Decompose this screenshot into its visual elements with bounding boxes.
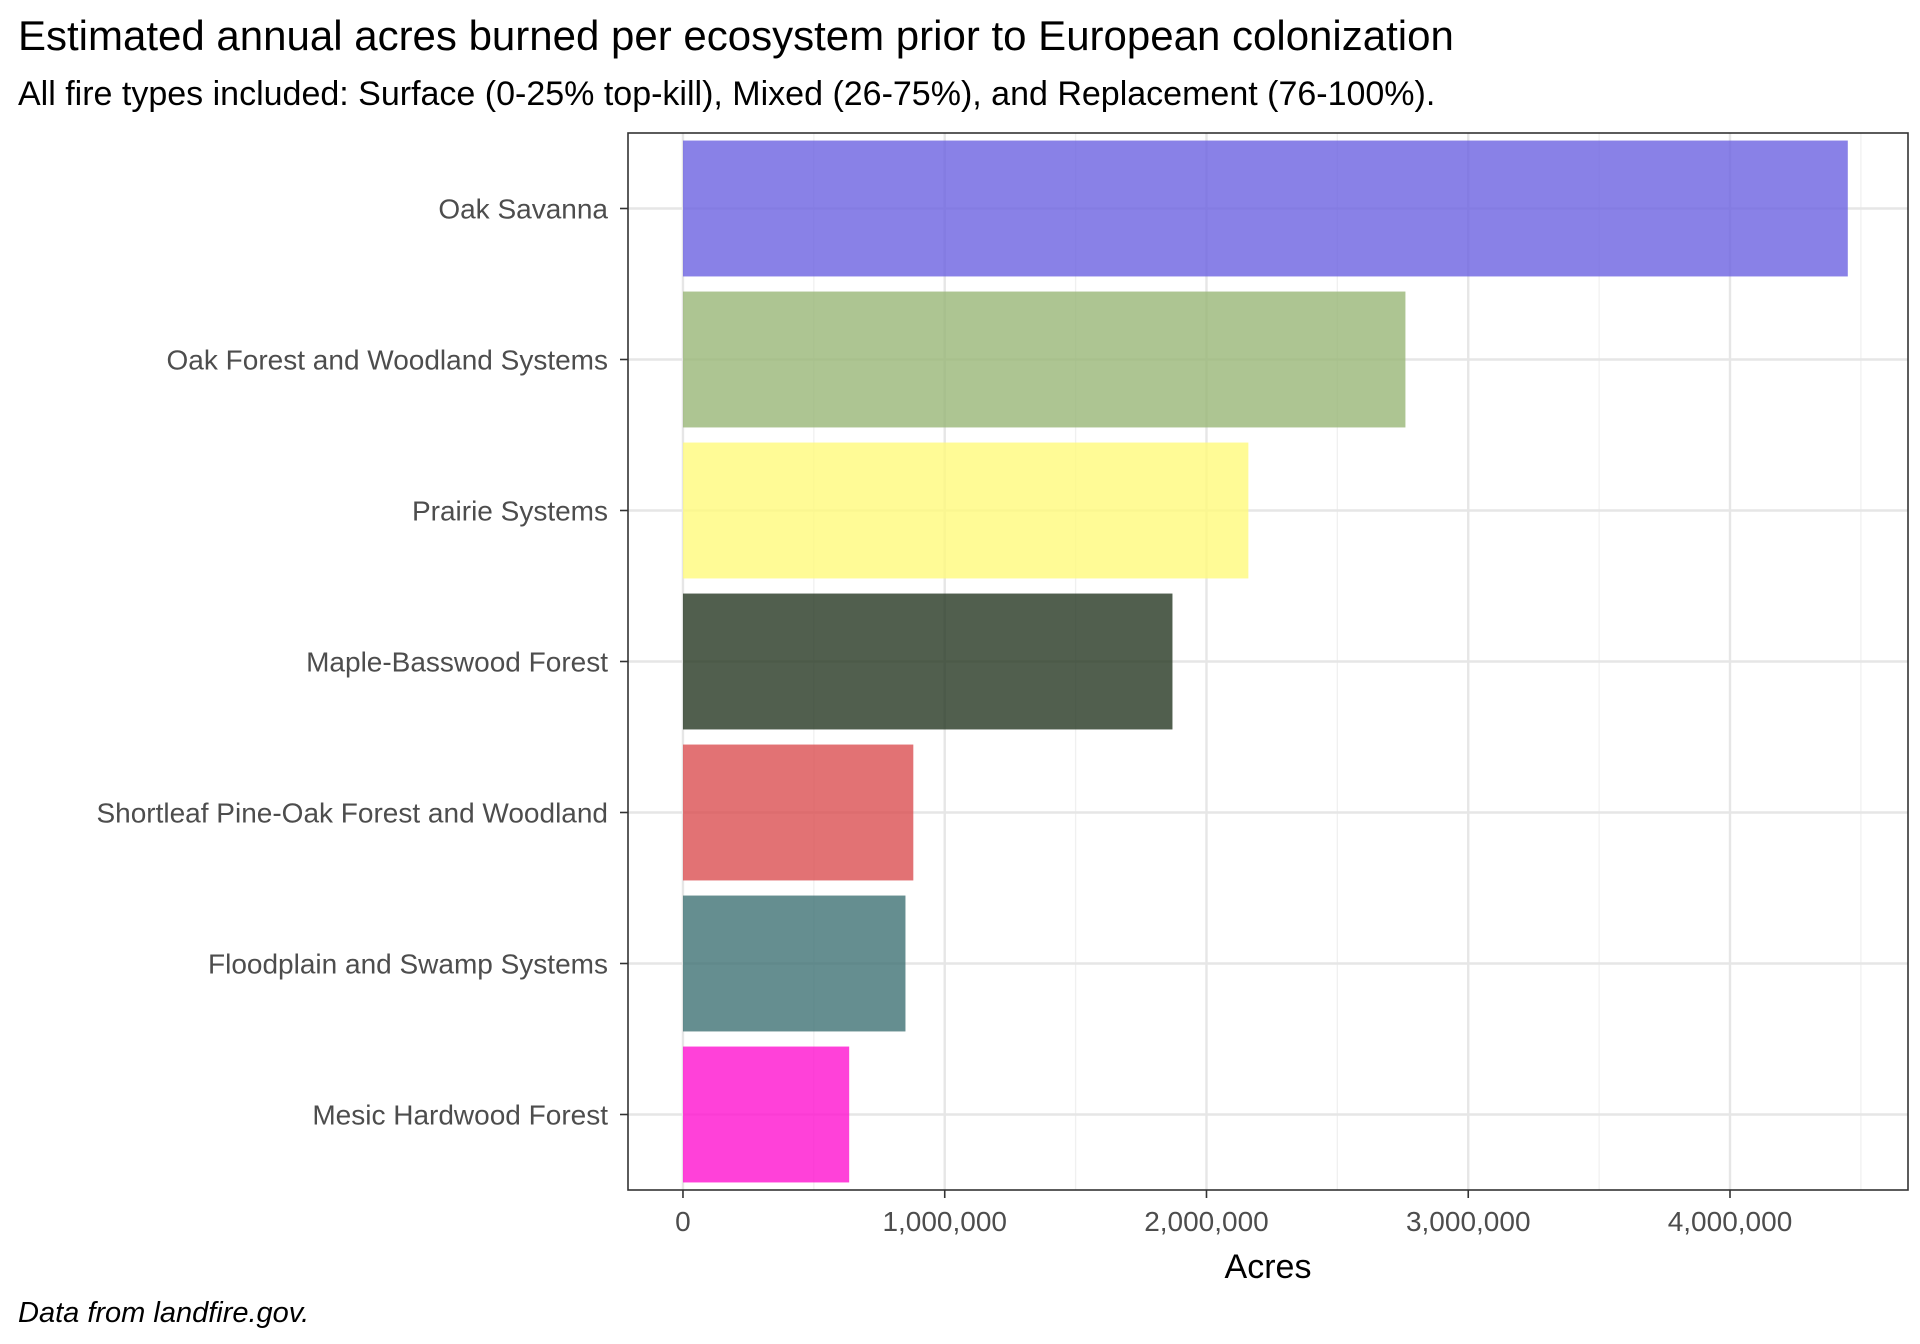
y-tick-label: Oak Savanna	[438, 194, 608, 225]
bar	[682, 140, 1848, 277]
bars	[682, 140, 1848, 1183]
y-tick-label: Oak Forest and Woodland Systems	[167, 345, 608, 376]
bar	[682, 442, 1249, 579]
x-tick-label: 4,000,000	[1668, 1206, 1793, 1237]
x-tick-label: 2,000,000	[1144, 1206, 1269, 1237]
bar	[682, 291, 1406, 428]
x-tick-label: 1,000,000	[882, 1206, 1007, 1237]
x-axis-title: Acres	[1225, 1248, 1312, 1286]
x-tick-label: 3,000,000	[1406, 1206, 1531, 1237]
chart-title: Estimated annual acres burned per ecosys…	[18, 12, 1454, 59]
bar	[682, 895, 906, 1032]
bar	[682, 593, 1173, 730]
y-tick-label: Floodplain and Swamp Systems	[208, 949, 608, 980]
y-tick-label: Shortleaf Pine-Oak Forest and Woodland	[96, 798, 608, 829]
y-tick-label: Maple-Basswood Forest	[306, 647, 608, 678]
bar	[682, 1046, 850, 1183]
x-axis: 0 1,000,000 2,000,000 3,000,000 4,000,000	[675, 1190, 1792, 1237]
y-tick-label: Prairie Systems	[412, 496, 608, 527]
y-tick-label: Mesic Hardwood Forest	[312, 1100, 608, 1131]
y-axis: Oak Savanna Oak Forest and Woodland Syste…	[96, 194, 628, 1131]
chart-caption: Data from landfire.gov.	[18, 1297, 310, 1329]
chart-subtitle: All fire types included: Surface (0-25% …	[18, 75, 1436, 113]
x-tick-label: 0	[675, 1206, 691, 1237]
bar	[682, 744, 914, 881]
